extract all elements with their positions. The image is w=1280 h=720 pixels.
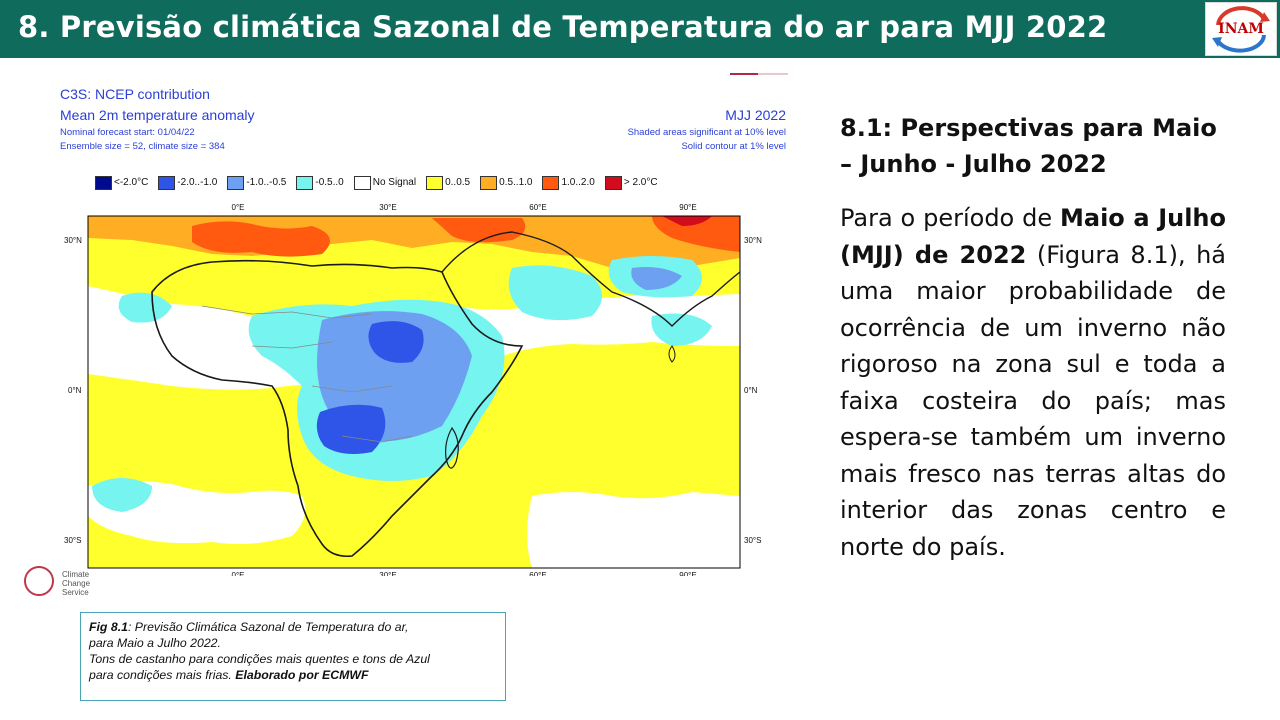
legend-swatch xyxy=(296,176,314,190)
lon-tick-bottom-60: 60°E xyxy=(529,571,546,576)
body-text-2: (Figura 8.1), há uma maior probabilidade… xyxy=(840,240,1226,561)
lat-tick-right-30n: 30°N xyxy=(744,236,762,245)
legend-label: 1.0..2.0 xyxy=(561,177,595,188)
legend-swatch xyxy=(95,176,112,190)
section-body: Para o período de Maio a Julho (MJJ) de … xyxy=(840,200,1226,565)
map-frame xyxy=(87,215,741,569)
logo-arrows-icon xyxy=(1212,6,1270,53)
legend-item: 0..0.5 xyxy=(426,176,470,190)
climate-service-logo: Climate Change Service xyxy=(24,566,114,602)
lon-tick-bottom-30: 30°E xyxy=(379,571,396,576)
legend-swatch xyxy=(353,176,371,190)
legend-item: -0.5..0 xyxy=(296,176,344,190)
lat-tick-left-30s: 30°S xyxy=(64,536,81,545)
legend-swatch xyxy=(227,176,245,190)
legend-label: 0..0.5 xyxy=(445,177,471,188)
figure-ensemble-size: Ensemble size = 52, climate size = 384 xyxy=(60,141,225,152)
figure-significance-contour: Solid contour at 1% level xyxy=(681,141,786,152)
legend-label: -2.0..-1.0 xyxy=(177,177,218,188)
logo-text: INAM xyxy=(1218,21,1264,37)
figure-significance-shaded: Shaded areas significant at 10% level xyxy=(627,127,786,138)
climate-logo-text: Climate Change Service xyxy=(62,570,91,597)
forecast-figure: C3S: NCEP contribution Mean 2m temperatu… xyxy=(52,73,794,600)
lon-tick-top-30: 30°E xyxy=(379,203,396,212)
figure-forecast-start: Nominal forecast start: 01/04/22 xyxy=(60,127,195,138)
anomaly-map: 0°E 30°E 60°E 90°E 0°E 30°E 60°E 90°E 30… xyxy=(64,203,762,576)
figure-caption: Fig 8.1: Previsão Climática Sazonal de T… xyxy=(80,612,506,701)
header-bar: 8. Previsão climática Sazonal de Tempera… xyxy=(0,0,1280,58)
map-legend: <-2.0°C -2.0..-1.0 -1.0..-0.5 -0.5..0 No Sig… xyxy=(95,176,658,190)
legend-label: -1.0..-0.5 xyxy=(246,177,287,188)
legend-item: -1.0..-0.5 xyxy=(227,176,286,190)
caption-line-2: para Maio a Julho 2022. xyxy=(89,636,221,650)
legend-label: <-2.0°C xyxy=(114,177,149,188)
coastlines xyxy=(151,231,740,558)
legend-swatch xyxy=(158,176,176,190)
body-text-1: Para o período de xyxy=(840,204,1060,232)
anomaly-shading xyxy=(88,216,740,568)
inam-logo: INAM xyxy=(1205,2,1277,56)
lon-tick-top-60: 60°E xyxy=(529,203,546,212)
caption-fig-label: Fig 8.1 xyxy=(89,620,128,634)
decorative-line xyxy=(730,73,788,75)
slide-title: 8. Previsão climática Sazonal de Tempera… xyxy=(18,10,1108,44)
caption-line-1: : Previsão Climática Sazonal de Temperat… xyxy=(127,620,409,634)
legend-label: > 2.0°C xyxy=(623,177,658,188)
caption-line-3: Tons de castanho para condições mais que… xyxy=(89,652,430,666)
figure-period: MJJ 2022 xyxy=(725,107,786,123)
legend-swatch xyxy=(480,176,498,190)
lat-tick-right-30s: 30°S xyxy=(744,536,761,545)
legend-label: -0.5..0 xyxy=(315,177,344,188)
caption-line-4: para condições mais frias. xyxy=(89,668,236,682)
legend-item: No Signal xyxy=(353,176,417,190)
lat-tick-right-0n: 0°N xyxy=(744,386,758,395)
lon-tick-top-0: 0°E xyxy=(232,203,245,212)
legend-label: 0.5..1.0 xyxy=(499,177,533,188)
section-heading: 8.1: Perspectivas para Maio – Junho - Ju… xyxy=(840,114,1217,178)
lon-tick-bottom-90: 90°E xyxy=(679,571,696,576)
legend-label: No Signal xyxy=(372,177,417,188)
legend-item: -2.0..-1.0 xyxy=(158,176,217,190)
legend-item: <-2.0°C xyxy=(95,176,148,190)
legend-item: > 2.0°C xyxy=(604,176,658,190)
lat-tick-left-0n: 0°N xyxy=(68,386,82,395)
legend-item: 0.5..1.0 xyxy=(480,176,532,190)
caption-credit: Elaborado por ECMWF xyxy=(235,668,369,682)
figure-source: C3S: NCEP contribution xyxy=(60,86,210,102)
legend-item: 1.0..2.0 xyxy=(542,176,595,190)
lon-tick-bottom-0: 0°E xyxy=(232,571,245,576)
figure-variable: Mean 2m temperature anomaly xyxy=(60,107,255,123)
legend-swatch xyxy=(542,176,560,190)
climate-logo-icon xyxy=(24,566,54,596)
legend-swatch xyxy=(604,176,622,190)
legend-swatch xyxy=(426,176,444,190)
lat-tick-left-30n: 30°N xyxy=(64,236,82,245)
body-period-bold: Maio a Julho (MJJ) de 2022 xyxy=(840,204,1227,269)
lon-tick-top-90: 90°E xyxy=(679,203,696,212)
